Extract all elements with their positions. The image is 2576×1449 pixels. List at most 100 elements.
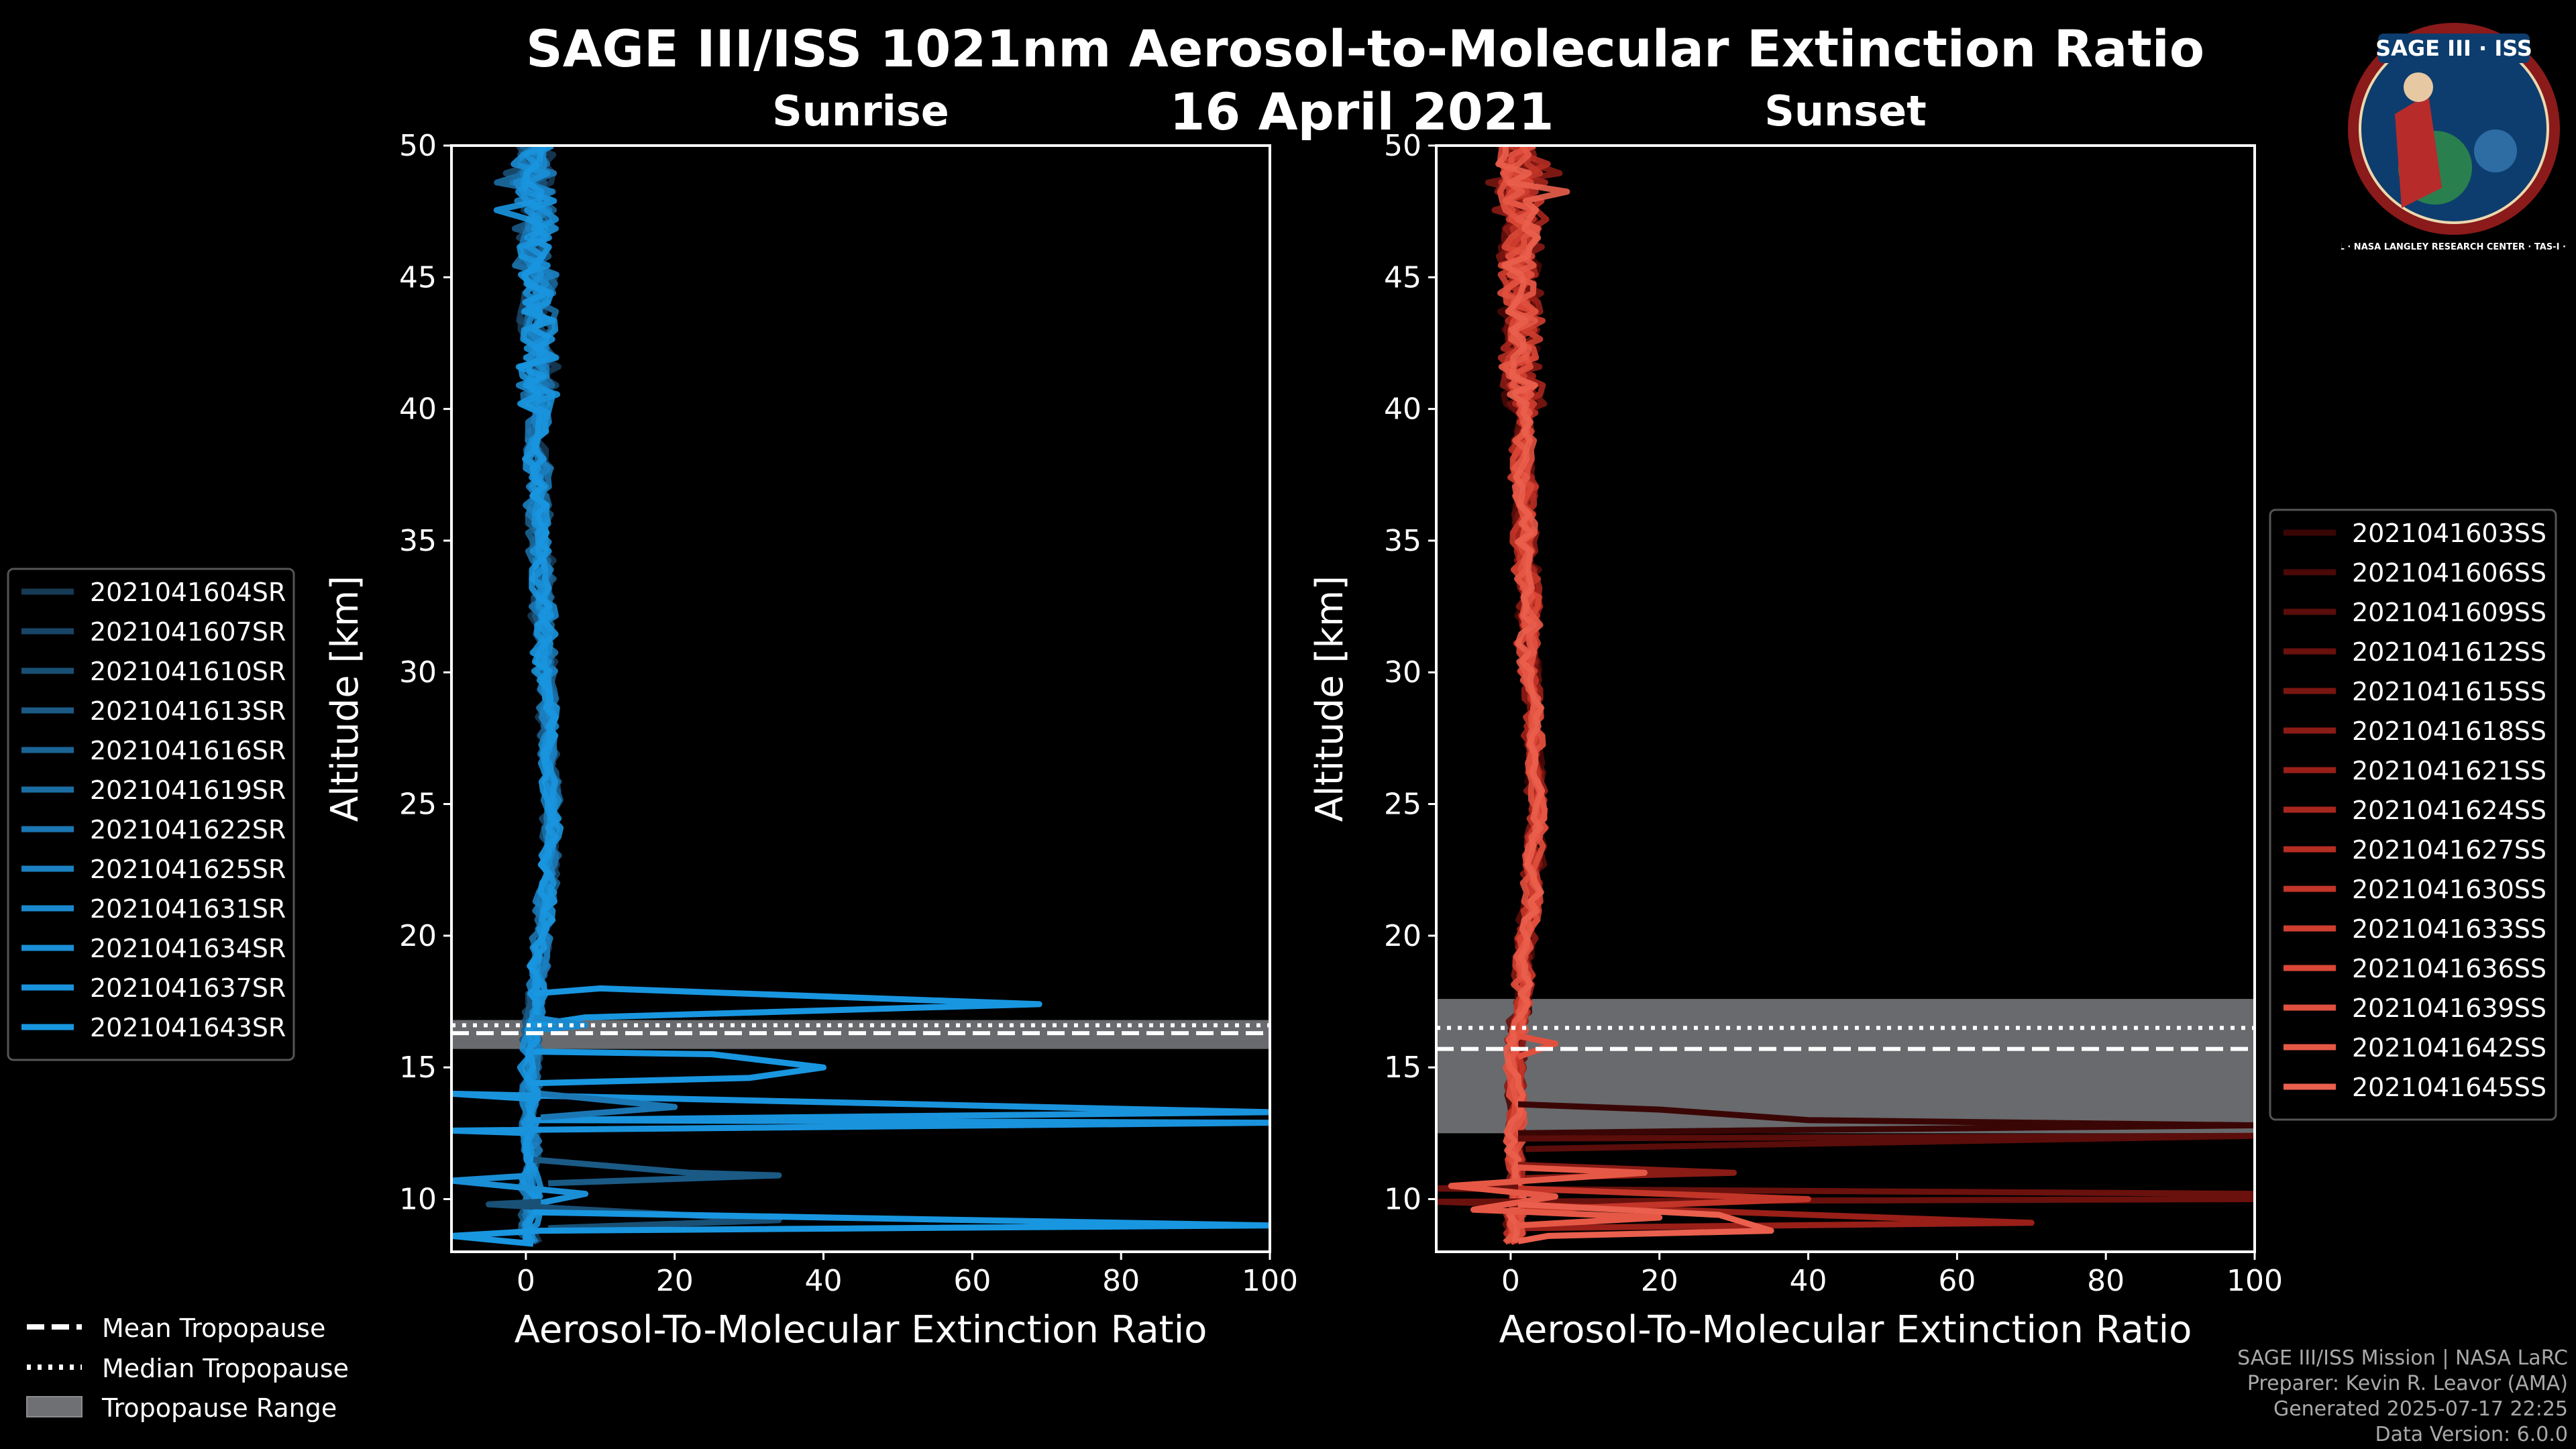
chart-sunset-legend-label-5: 2021041615SS — [2352, 677, 2546, 706]
chart-sunset-ytick-label-20: 20 — [1384, 919, 1421, 953]
chart-sunset-legend-label-8: 2021041624SS — [2352, 796, 2546, 825]
chart-sunset-legend-label-2: 2021041606SS — [2352, 558, 2546, 588]
chart-sunset-ytick-label-10: 10 — [1384, 1182, 1421, 1216]
footer-mission: SAGE III/ISS Mission | NASA LaRC — [2237, 1346, 2568, 1370]
chart-sunset-legend-label-10: 2021041630SS — [2352, 875, 2546, 904]
chart-sunrise-spike-8 — [451, 1209, 1270, 1247]
chart-sunrise-legend-label-5: 2021041616SR — [90, 736, 286, 765]
chart-sunrise-legend-label-10: 2021041634SR — [90, 934, 286, 963]
chart-sunrise-title: Sunrise — [772, 87, 949, 136]
footer-preparer: Preparer: Kevin R. Leavor (AMA) — [2247, 1372, 2568, 1395]
footer-version: Data Version: 6.0.0 — [2375, 1423, 2568, 1446]
chart-sunrise-legend-label-9: 2021041631SR — [90, 894, 286, 924]
chart-sunrise-legend-label-2: 2021041607SR — [90, 617, 286, 647]
chart-sunrise-legend-label-12: 2021041643SR — [90, 1013, 286, 1042]
chart-sunrise-legend-label-11: 2021041637SR — [90, 973, 286, 1003]
chart-sunset-ytick-label-50: 50 — [1384, 129, 1421, 163]
chart-sunset-spike-2 — [1517, 1132, 2255, 1152]
chart-sunset-xtick-label-20: 20 — [1641, 1264, 1678, 1298]
chart-sunset-legend-label-4: 2021041612SS — [2352, 637, 2546, 667]
chart-sunrise-series-group — [451, 146, 1270, 1247]
chart-sunset-xlabel: Aerosol-To-Molecular Extinction Ratio — [1499, 1308, 2192, 1352]
chart-sunset-legend-label-14: 2021041642SS — [2352, 1033, 2546, 1063]
chart-sunrise-xtick-label-60: 60 — [953, 1264, 991, 1298]
chart-sunset-frame — [1435, 144, 2256, 1253]
logo-text: SAGE III · ISS — [2375, 36, 2532, 61]
chart-sunset-ytick-label-15: 15 — [1384, 1051, 1421, 1085]
chart-sunrise-xtick-label-80: 80 — [1102, 1264, 1140, 1298]
chart-sunrise-ytick-label-35: 35 — [399, 524, 437, 558]
chart-sunrise-spike-1 — [533, 985, 1042, 1028]
chart-sunrise-series-12 — [493, 146, 564, 1245]
chart-sunrise-legend-label-3: 2021041610SR — [90, 657, 286, 686]
chart-sunset-ytick-label-35: 35 — [1384, 524, 1421, 558]
chart-sunrise-ytick-label-25: 25 — [399, 788, 437, 822]
median-tropopause-label: Median Tropopause — [102, 1354, 349, 1383]
chart-sunrise-ytick-label-10: 10 — [399, 1182, 437, 1216]
chart-sunset-ytick-label-40: 40 — [1384, 392, 1421, 427]
chart-sunrise-legend-box — [7, 568, 295, 1061]
chart-sunset-ylabel: Altitude [km] — [1308, 576, 1352, 822]
chart-sunset-ytick-label-30: 30 — [1384, 655, 1421, 690]
chart-sunset-spike-8 — [1517, 1201, 1774, 1244]
chart-sunset-legend-label-12: 2021041636SS — [2352, 954, 2546, 983]
chart-sunrise-spike-5 — [533, 1157, 782, 1187]
chart-sunrise-legend-label-6: 2021041619SR — [90, 775, 286, 805]
chart-sunrise-spike-6 — [451, 1172, 589, 1208]
chart-sunset-legend-label-3: 2021041609SS — [2352, 598, 2546, 627]
chart-sunset-ytick-label-45: 45 — [1384, 260, 1421, 294]
chart-sunrise-spike-9 — [533, 1014, 589, 1034]
chart-sunset-legend-label-11: 2021041633SS — [2352, 914, 2546, 944]
chart-sunset-spike-7 — [1448, 1164, 1663, 1229]
chart-sunset-xtick-label-80: 80 — [2087, 1264, 2125, 1298]
chart-sunset-legend-label-6: 2021041618SS — [2352, 716, 2546, 746]
chart-sunset-xtick-label-0: 0 — [1501, 1264, 1520, 1298]
chart-sunrise-xtick-label-0: 0 — [517, 1264, 535, 1298]
chart-sunset-tropopause-range — [1436, 999, 2255, 1134]
chart-sunset-legend-box — [2269, 508, 2557, 1121]
tropopause-legend: Mean Tropopause Median Tropopause Tropop… — [20, 1301, 396, 1429]
chart-sunset-ytick-label-25: 25 — [1384, 788, 1421, 822]
chart-sunset-legend-label-7: 2021041621SS — [2352, 756, 2546, 786]
chart-sunrise-ytick-label-20: 20 — [399, 919, 437, 953]
chart-sunset-series-15 — [1495, 146, 1570, 1244]
chart-sunrise-spike-2 — [533, 1049, 826, 1087]
figure-title: SAGE III/ISS 1021nm Aerosol-to-Molecular… — [525, 19, 2205, 78]
chart-sunrise-ytick-label-50: 50 — [399, 129, 437, 163]
mean-tropopause-label: Mean Tropopause — [102, 1313, 326, 1343]
chart-sunset-legend-label-13: 2021041639SS — [2352, 994, 2546, 1023]
chart-sunset-xtick-label-100: 100 — [2226, 1264, 2283, 1298]
chart-sunset-spike-6 — [1517, 1185, 1811, 1213]
chart-sunrise-xtick-label-20: 20 — [656, 1264, 694, 1298]
chart-sunrise-frame — [450, 144, 1271, 1253]
chart-sunset-legend-label-9: 2021041627SS — [2352, 835, 2546, 865]
figure-date: 16 April 2021 — [1169, 82, 1554, 142]
chart-sunrise-spike-4 — [540, 1090, 678, 1121]
sage-logo: SAGE III · ISS BALL · NASA LANGLEY RESEA… — [2320, 13, 2576, 262]
chart-sunrise-legend-label-1: 2021041604SR — [90, 578, 286, 607]
chart-sunrise-xtick-label-40: 40 — [805, 1264, 843, 1298]
chart-sunset-legend-label-1: 2021041603SS — [2352, 519, 2546, 548]
logo-ring-text: BALL · NASA LANGLEY RESEARCH CENTER · TA… — [2341, 242, 2567, 252]
chart-sunrise-ytick-label-40: 40 — [399, 392, 437, 427]
footer-generated: Generated 2025-07-17 22:25 — [2273, 1397, 2568, 1421]
tropopause-range-label: Tropopause Range — [102, 1393, 337, 1423]
chart-sunset-legend-label-15: 2021041645SS — [2352, 1073, 2546, 1102]
chart-sunset-xtick-label-60: 60 — [1938, 1264, 1976, 1298]
chart-sunrise-legend-label-7: 2021041622SR — [90, 815, 286, 845]
chart-sunrise-ytick-label-30: 30 — [399, 655, 437, 690]
chart-sunrise-legend-label-4: 2021041613SR — [90, 696, 286, 726]
chart-sunset-spike-9 — [1517, 1032, 1558, 1060]
chart-sunrise-ylabel: Altitude [km] — [323, 576, 367, 822]
chart-sunrise-spike-3 — [451, 1090, 1270, 1136]
chart-sunrise-xlabel: Aerosol-To-Molecular Extinction Ratio — [515, 1308, 1208, 1352]
chart-sunrise-ytick-label-15: 15 — [399, 1051, 437, 1085]
chart-sunrise-ytick-label-45: 45 — [399, 260, 437, 294]
footer: SAGE III/ISS Mission | NASA LaRC Prepare… — [2237, 1346, 2568, 1448]
chart-sunset-series-group — [1436, 146, 2255, 1245]
chart-sunset-spike-1 — [1517, 1101, 2255, 1136]
chart-sunrise-xtick-label-100: 100 — [1242, 1264, 1298, 1298]
tropopause-range-swatch — [26, 1396, 83, 1417]
